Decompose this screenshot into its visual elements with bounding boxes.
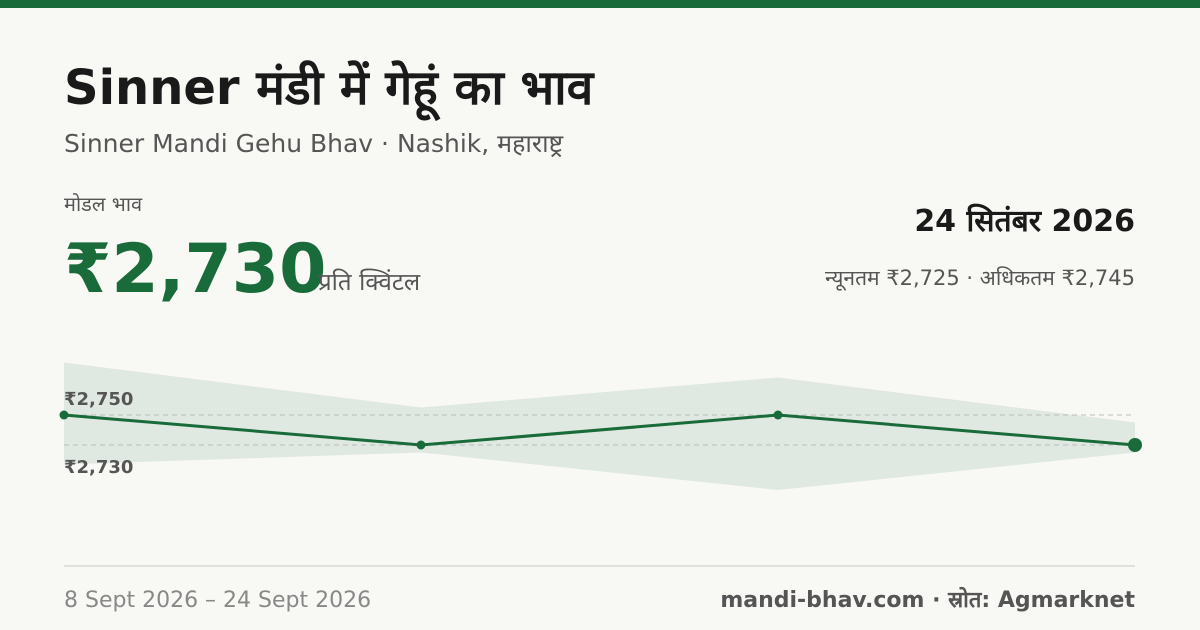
price-point: [773, 410, 783, 420]
price-label: मोडल भाव: [64, 192, 143, 216]
source: mandi-bhav.com · स्रोत: Agmarknet: [720, 586, 1135, 613]
top-bar: [0, 0, 1200, 8]
price-point: [416, 440, 426, 450]
price-point: [1128, 438, 1142, 452]
modal-price: ₹2,730: [64, 230, 326, 309]
price-line: [63, 413, 1136, 447]
y-tick-label: ₹2,750: [64, 389, 133, 410]
subtitle: Sinner Mandi Gehu Bhav · Nashik, महाराष्…: [64, 129, 564, 158]
price-band: [64, 362, 1135, 490]
period: 8 Sept 2026 – 24 Sept 2026: [64, 588, 371, 613]
title: Sinner मंडी में गेहूं का भाव: [64, 60, 596, 122]
price-unit: प्रति क्विंटल: [318, 268, 421, 296]
chart: ₹2,730 ₹2,750: [59, 362, 1142, 490]
min-max: न्यूनतम ₹2,725 · अधिकतम ₹2,745: [825, 266, 1135, 291]
date: 24 सितंबर 2026: [914, 203, 1135, 239]
y-tick-label: ₹2,730: [64, 457, 133, 478]
price-point: [59, 410, 69, 420]
